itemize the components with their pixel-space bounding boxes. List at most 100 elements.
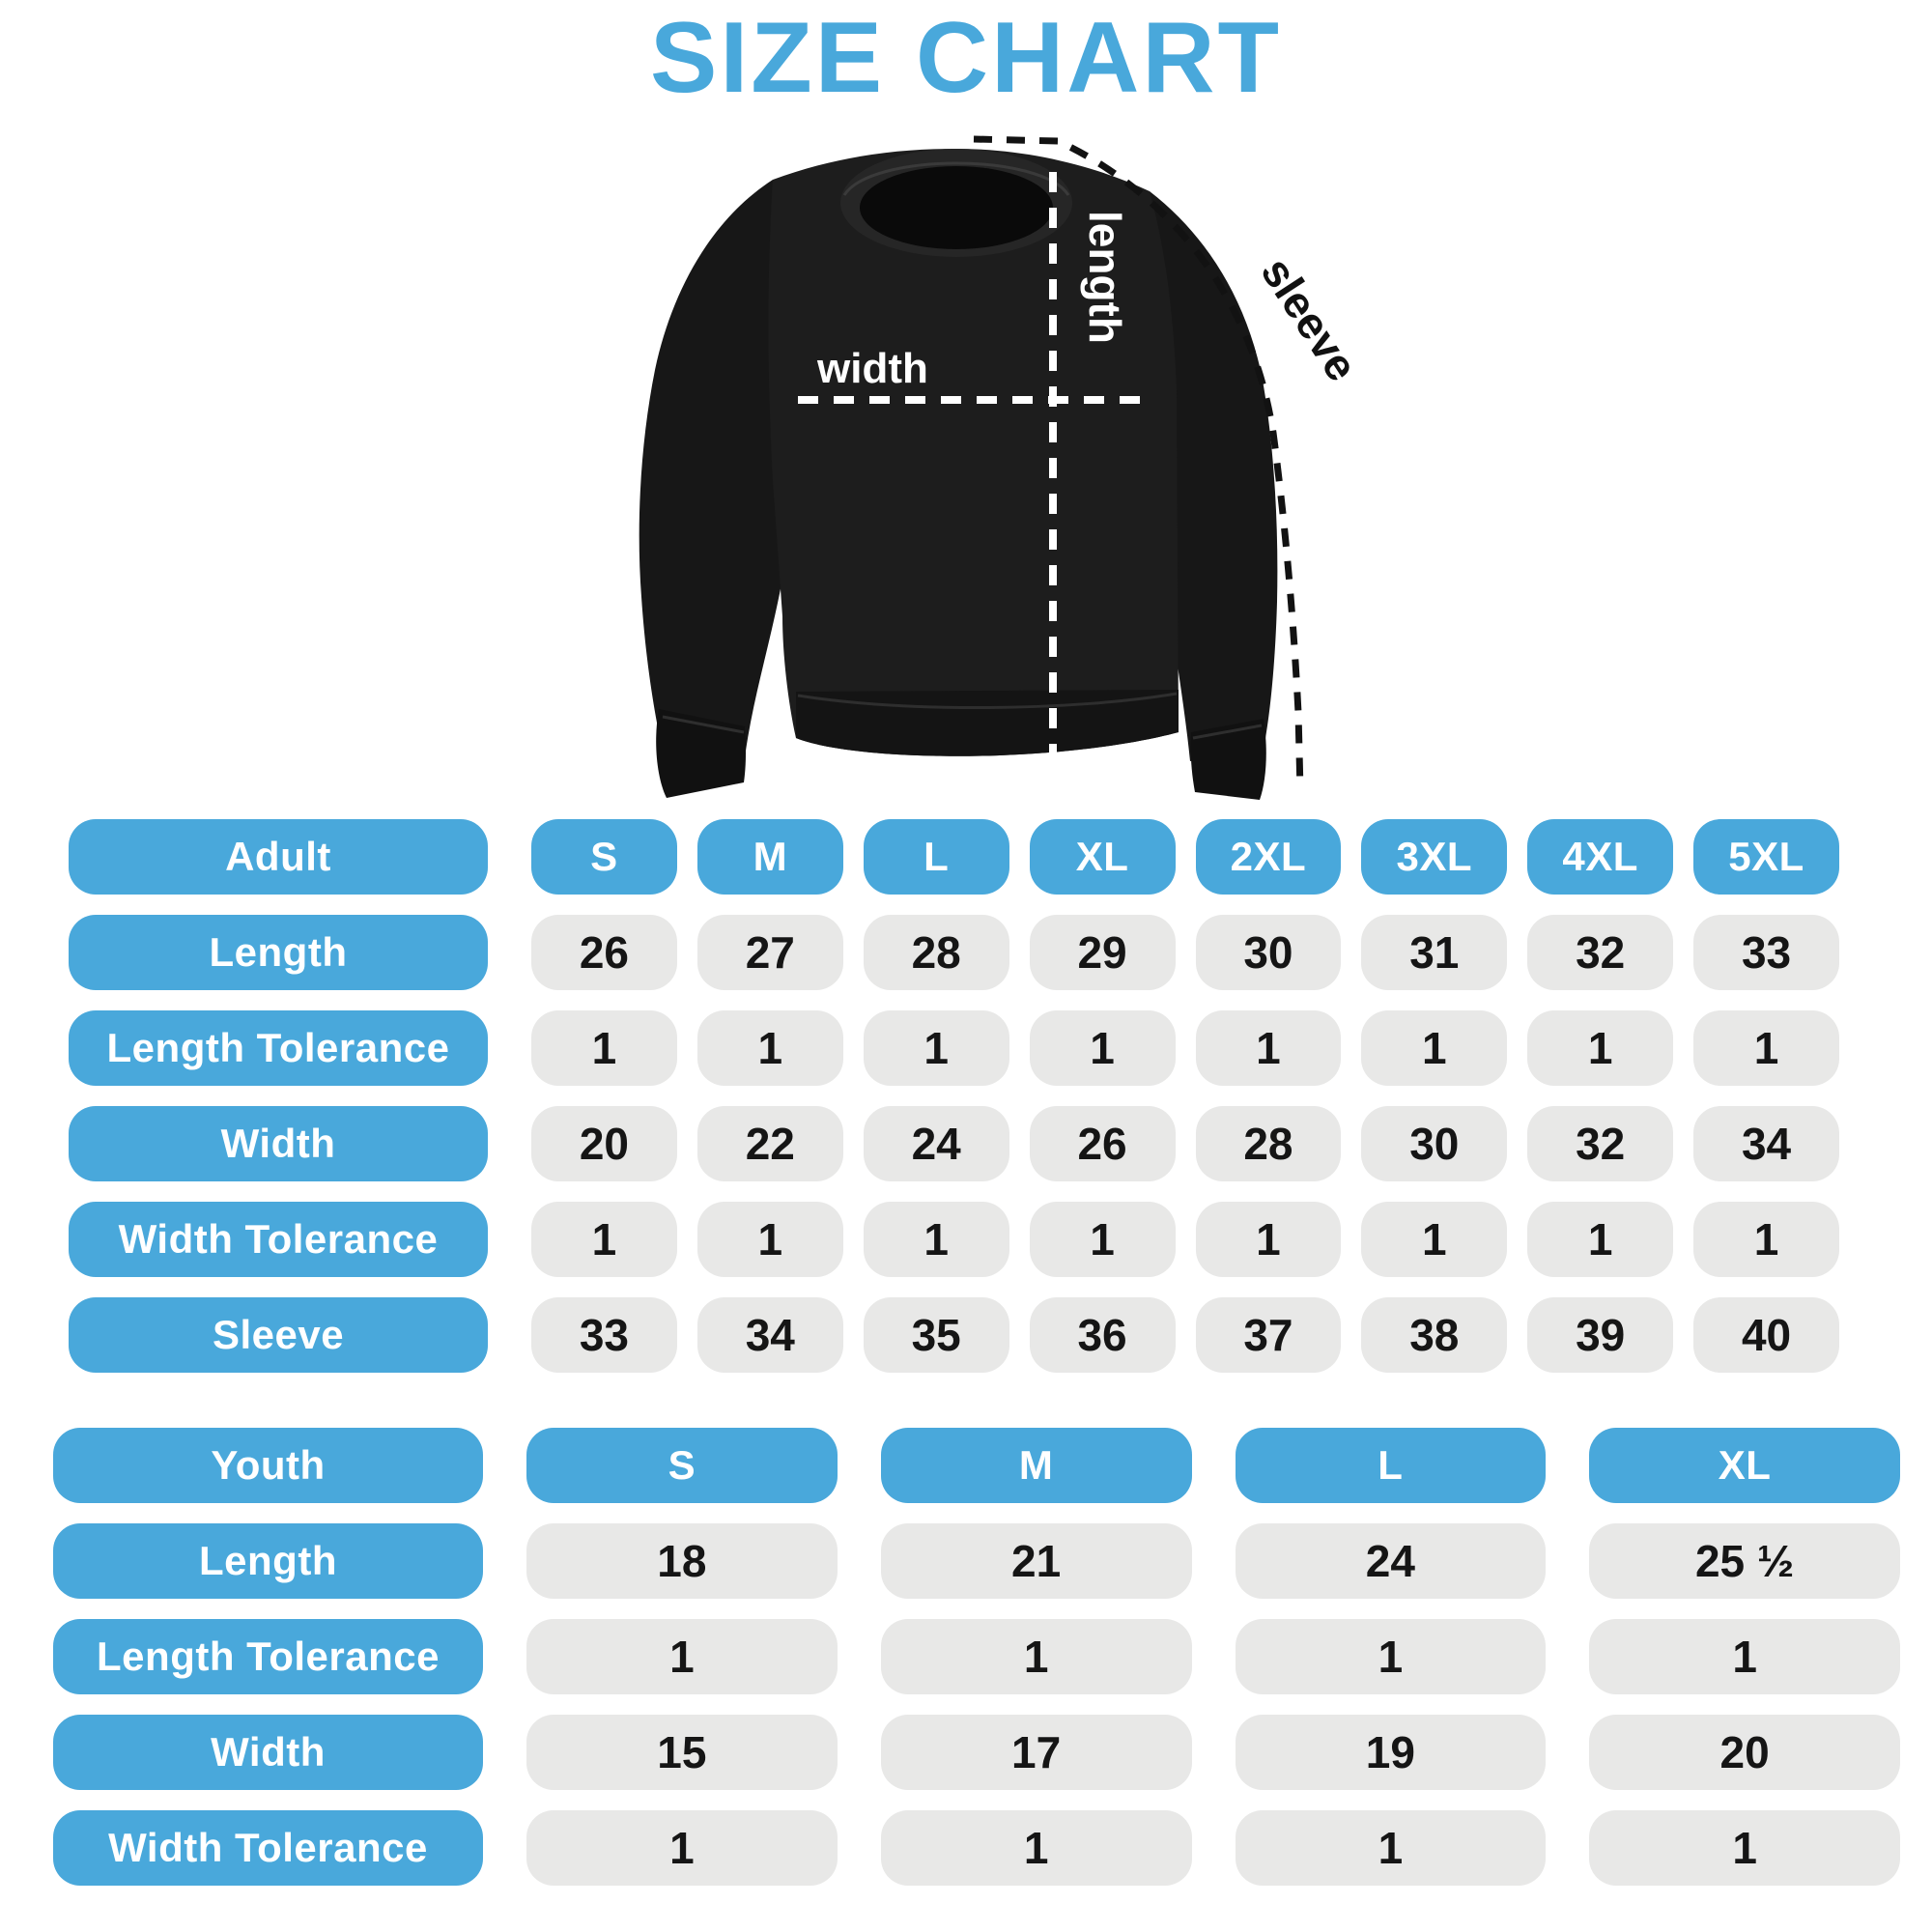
table-row: Length 18 21 24 25 ½ <box>53 1523 1900 1599</box>
size-header-cell: M <box>880 1428 1192 1503</box>
value-cell: 39 <box>1527 1297 1674 1373</box>
value-cell: 22 <box>696 1106 843 1181</box>
collar-inner <box>860 166 1053 249</box>
value-cell: 1 <box>1029 1202 1176 1277</box>
value-cell: 19 <box>1235 1715 1547 1790</box>
table-title-cell: Adult <box>69 819 488 895</box>
row-label-cell: Sleeve <box>69 1297 488 1373</box>
width-label: width <box>816 345 928 392</box>
size-header-cell: 4XL <box>1527 819 1674 895</box>
table-row: Length 26 27 28 29 30 31 32 33 <box>69 915 1839 990</box>
row-label-cell: Width Tolerance <box>53 1810 483 1886</box>
value-cell: 1 <box>1361 1202 1508 1277</box>
value-cell: 27 <box>696 915 843 990</box>
value-cell: 26 <box>1029 1106 1176 1181</box>
row-label-cell: Length <box>53 1523 483 1599</box>
value-cell: 1 <box>1693 1010 1839 1086</box>
sweatshirt-diagram: width length sleeve <box>618 114 1352 805</box>
row-label-cell: Width <box>69 1106 488 1181</box>
value-cell: 1 <box>1693 1202 1839 1277</box>
size-header-row: Youth S M L XL <box>53 1428 1900 1503</box>
page-title: SIZE CHART <box>650 2 1282 114</box>
sweatshirt-graphic <box>639 149 1278 800</box>
left-sleeve <box>639 180 786 757</box>
value-cell: 1 <box>531 1202 677 1277</box>
row-label-cell: Length Tolerance <box>53 1619 483 1694</box>
size-header-cell: 2XL <box>1195 819 1342 895</box>
row-label-cell: Length <box>69 915 488 990</box>
value-cell: 20 <box>531 1106 677 1181</box>
value-cell: 1 <box>880 1810 1192 1886</box>
row-label-cell: Width <box>53 1715 483 1790</box>
value-cell: 1 <box>1589 1810 1900 1886</box>
value-cell: 37 <box>1195 1297 1342 1373</box>
value-cell: 34 <box>1693 1106 1839 1181</box>
value-cell: 25 ½ <box>1589 1523 1900 1599</box>
size-header-cell: 3XL <box>1361 819 1508 895</box>
value-cell: 1 <box>1195 1010 1342 1086</box>
value-cell: 1 <box>1195 1202 1342 1277</box>
body <box>768 149 1179 756</box>
size-header-row: Adult S M L XL 2XL 3XL 4XL 5XL <box>69 819 1839 895</box>
value-cell: 32 <box>1527 915 1674 990</box>
value-cell: 1 <box>531 1010 677 1086</box>
adult-size-table: Adult S M L XL 2XL 3XL 4XL 5XL Length 26 27 28 29 30 31… <box>69 819 1839 1373</box>
value-cell: 30 <box>1195 915 1342 990</box>
row-label-cell: Length Tolerance <box>69 1010 488 1086</box>
value-cell: 28 <box>1195 1106 1342 1181</box>
value-cell: 30 <box>1361 1106 1508 1181</box>
value-cell: 1 <box>1527 1202 1674 1277</box>
table-title-cell: Youth <box>53 1428 483 1503</box>
size-header-cell: XL <box>1029 819 1176 895</box>
value-cell: 1 <box>526 1619 838 1694</box>
table-row: Length Tolerance 1 1 1 1 1 1 1 1 <box>69 1010 1839 1086</box>
value-cell: 1 <box>1029 1010 1176 1086</box>
value-cell: 24 <box>1235 1523 1547 1599</box>
value-cell: 1 <box>1361 1010 1508 1086</box>
size-header-cell: M <box>696 819 843 895</box>
table-row: Sleeve 33 34 35 36 37 38 39 40 <box>69 1297 1839 1373</box>
table-row: Width 15 17 19 20 <box>53 1715 1900 1790</box>
value-cell: 1 <box>1527 1010 1674 1086</box>
youth-size-table: Youth S M L XL Length 18 21 24 25 ½ Length Toleran… <box>53 1428 1900 1886</box>
value-cell: 35 <box>863 1297 1009 1373</box>
value-cell: 26 <box>531 915 677 990</box>
value-cell: 38 <box>1361 1297 1508 1373</box>
value-cell: 36 <box>1029 1297 1176 1373</box>
value-cell: 21 <box>880 1523 1192 1599</box>
value-cell: 1 <box>526 1810 838 1886</box>
size-header-cell: XL <box>1589 1428 1900 1503</box>
seam <box>1192 724 1263 740</box>
value-cell: 20 <box>1589 1715 1900 1790</box>
seam <box>662 715 745 734</box>
value-cell: 1 <box>880 1619 1192 1694</box>
value-cell: 32 <box>1527 1106 1674 1181</box>
value-cell: 1 <box>1235 1619 1547 1694</box>
sleeve-measure-line <box>973 135 1304 791</box>
value-cell: 15 <box>526 1715 838 1790</box>
size-header-cell: L <box>863 819 1009 895</box>
size-header-cell: L <box>1235 1428 1547 1503</box>
seam <box>797 692 1178 710</box>
size-header-cell: 5XL <box>1693 819 1839 895</box>
left-cuff <box>656 709 746 798</box>
value-cell: 1 <box>1589 1619 1900 1694</box>
value-cell: 33 <box>1693 915 1839 990</box>
value-cell: 34 <box>696 1297 843 1373</box>
right-cuff <box>1190 719 1266 800</box>
table-row: Width Tolerance 1 1 1 1 1 1 1 1 <box>69 1202 1839 1277</box>
table-row: Width Tolerance 1 1 1 1 <box>53 1810 1900 1886</box>
value-cell: 17 <box>880 1715 1192 1790</box>
value-cell: 33 <box>531 1297 677 1373</box>
value-cell: 1 <box>1235 1810 1547 1886</box>
table-row: Width 20 22 24 26 28 30 32 34 <box>69 1106 1839 1181</box>
row-label-cell: Width Tolerance <box>69 1202 488 1277</box>
length-label: length <box>1080 211 1130 344</box>
value-cell: 24 <box>863 1106 1009 1181</box>
value-cell: 1 <box>696 1010 843 1086</box>
size-header-cell: S <box>531 819 677 895</box>
value-cell: 1 <box>863 1010 1009 1086</box>
value-cell: 29 <box>1029 915 1176 990</box>
value-cell: 28 <box>863 915 1009 990</box>
